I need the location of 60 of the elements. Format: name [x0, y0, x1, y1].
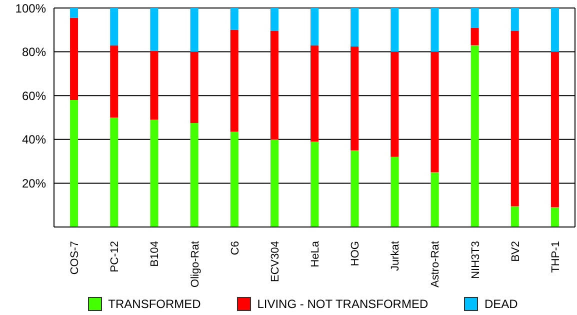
bar	[350, 46, 359, 150]
x-tick-label: B104	[149, 241, 162, 267]
y-tick-label: 20%	[22, 176, 46, 190]
bar	[230, 30, 238, 132]
bar	[350, 8, 359, 46]
x-tick-label: COS-7	[69, 241, 82, 275]
bar	[390, 52, 399, 157]
bar	[310, 8, 318, 46]
bar	[310, 45, 318, 142]
bar	[70, 18, 78, 100]
bar	[270, 8, 278, 31]
bar	[150, 120, 158, 227]
bar	[550, 8, 559, 52]
bar	[270, 139, 278, 227]
bar	[270, 30, 278, 140]
bar	[190, 52, 198, 123]
y-tick-label: 100%	[15, 1, 46, 16]
x-tick-label: ECV304	[269, 241, 282, 282]
bar	[550, 207, 559, 227]
bar	[430, 8, 439, 52]
y-tick-label: 40%	[22, 132, 46, 147]
bar	[190, 8, 198, 52]
bar	[230, 8, 238, 30]
bar	[150, 8, 158, 51]
x-tick-label: Astro-Rat	[430, 241, 442, 288]
legend-label: DEAD	[484, 297, 518, 311]
y-tick-label: 60%	[22, 88, 46, 103]
x-tick-label: HeLa	[310, 240, 322, 268]
x-tick-label: C6	[229, 241, 242, 256]
y-tick-label: 80%	[22, 45, 46, 60]
bar	[110, 45, 118, 118]
bar	[390, 8, 399, 52]
bar	[550, 52, 559, 208]
bar	[230, 132, 238, 227]
bar	[510, 206, 519, 227]
bar	[150, 50, 158, 120]
bar	[470, 45, 479, 227]
x-tick-label: PC-12	[109, 241, 122, 272]
bar	[110, 8, 118, 46]
bar	[470, 8, 479, 28]
x-tick-label: NIH3T3	[470, 241, 482, 279]
bar	[390, 156, 399, 227]
bar	[430, 52, 439, 172]
bar	[110, 118, 118, 227]
bar	[470, 28, 479, 46]
x-tick-label: BV2	[510, 241, 522, 262]
bar	[70, 100, 78, 227]
legend-label: TRANSFORMED	[108, 297, 201, 311]
bar	[350, 150, 359, 227]
bar	[70, 8, 78, 18]
x-tick-label: Oligo-Rat	[189, 241, 202, 288]
x-tick-label: HOG	[350, 241, 362, 266]
bar	[310, 142, 318, 227]
bar	[510, 8, 519, 31]
bar	[190, 122, 198, 227]
bar	[430, 172, 439, 227]
x-tick-label: Jurkat	[390, 241, 402, 271]
x-tick-label: THP-1	[550, 241, 562, 273]
bar	[510, 30, 519, 206]
legend-label: LIVING - NOT TRANSFORMED	[257, 297, 428, 311]
